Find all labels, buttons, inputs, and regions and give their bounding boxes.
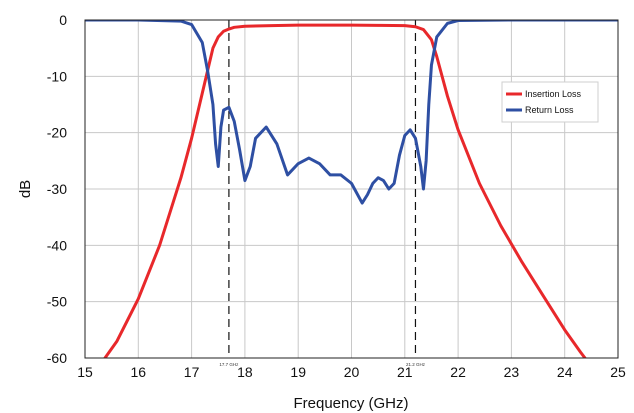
x-tick-label: 18 — [237, 364, 253, 380]
x-tick-label: 20 — [344, 364, 360, 380]
x-tick-label: 19 — [290, 364, 306, 380]
y-tick-label: -50 — [47, 294, 67, 310]
y-tick-label: -40 — [47, 237, 67, 253]
marker-label: 21.2 GHz — [406, 362, 426, 367]
y-tick-label: -20 — [47, 125, 67, 141]
x-tick-label: 15 — [77, 364, 93, 380]
x-tick-label: 24 — [557, 364, 573, 380]
x-tick-label: 21 — [397, 364, 413, 380]
y-tick-label: -10 — [47, 68, 67, 84]
y-tick-label: -60 — [47, 350, 67, 366]
x-tick-label: 22 — [450, 364, 466, 380]
x-tick-label: 17 — [184, 364, 200, 380]
tick-labels: 15 16 17 18 19 20 21 22 23 24 25 0 -10 -20 -30 -40 -50 -6… — [47, 12, 626, 380]
x-axis-label: Frequency (GHz) — [293, 395, 408, 412]
x-tick-label: 23 — [504, 364, 520, 380]
series — [85, 20, 618, 358]
plot-frame — [84, 19, 619, 359]
y-tick-label: -30 — [47, 181, 67, 197]
frequency-markers: 17.7 GHz 21.2 GHz — [219, 20, 426, 367]
marker-label: 17.7 GHz — [219, 362, 239, 367]
legend-box — [501, 81, 599, 123]
series-line-insertion-loss — [103, 23, 587, 358]
legend: Insertion Loss Return Loss — [501, 81, 599, 123]
x-tick-label: 25 — [610, 364, 626, 380]
x-tick-label: 16 — [131, 364, 147, 380]
y-axis-label: dB — [17, 180, 34, 198]
legend-label-return-loss: Return Loss — [525, 105, 574, 115]
series-line-return-loss — [85, 20, 618, 205]
y-tick-label: 0 — [59, 12, 67, 28]
legend-label-insertion-loss: Insertion Loss — [525, 89, 582, 99]
